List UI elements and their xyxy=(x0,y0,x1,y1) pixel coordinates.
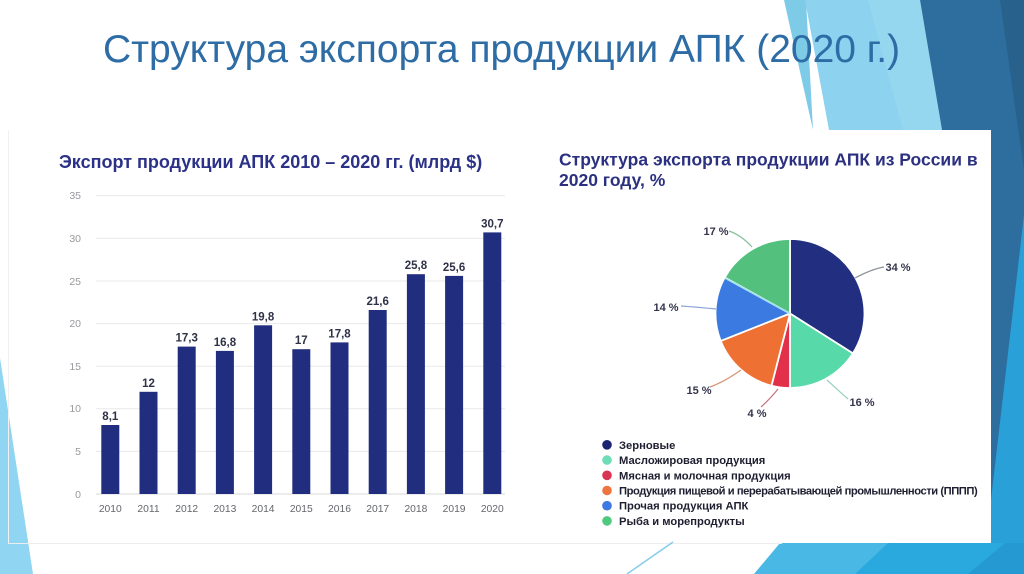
svg-text:2017: 2017 xyxy=(366,504,389,515)
svg-text:2020: 2020 xyxy=(481,504,504,515)
svg-text:15 %: 15 % xyxy=(686,385,711,397)
svg-text:Прочая продукция АПК: Прочая продукция АПК xyxy=(619,501,748,513)
svg-text:16 %: 16 % xyxy=(849,397,874,409)
svg-text:Мясная и молочная продукция: Мясная и молочная продукция xyxy=(619,470,791,482)
svg-text:2010: 2010 xyxy=(99,504,122,515)
svg-text:17 %: 17 % xyxy=(703,226,728,238)
svg-text:2019: 2019 xyxy=(443,504,466,515)
svg-text:Экспорт продукции АПК 2010 – 2: Экспорт продукции АПК 2010 – 2020 гг. (м… xyxy=(59,152,482,172)
svg-text:4 %: 4 % xyxy=(748,408,767,420)
svg-text:2018: 2018 xyxy=(404,504,427,515)
svg-text:Рыба и морепродукты: Рыба и морепродукты xyxy=(619,516,745,528)
svg-text:Масложировая продукция: Масложировая продукция xyxy=(619,455,765,467)
svg-text:2014: 2014 xyxy=(252,504,275,515)
svg-text:Структура экспорта продукции А: Структура экспорта продукции АПК (2020 г… xyxy=(103,28,900,71)
svg-text:2015: 2015 xyxy=(290,504,313,515)
svg-text:17: 17 xyxy=(295,335,308,347)
svg-text:15: 15 xyxy=(69,361,81,373)
svg-text:2020 году, %: 2020 году, % xyxy=(559,170,666,190)
svg-text:30: 30 xyxy=(69,233,81,245)
svg-text:16,8: 16,8 xyxy=(214,337,237,349)
svg-text:25,6: 25,6 xyxy=(443,262,465,274)
svg-text:25: 25 xyxy=(69,276,81,288)
svg-text:Зерновые: Зерновые xyxy=(619,440,675,452)
svg-text:14 %: 14 % xyxy=(653,302,678,314)
svg-text:2013: 2013 xyxy=(213,504,236,515)
svg-text:30,7: 30,7 xyxy=(481,218,503,230)
svg-text:20: 20 xyxy=(69,318,81,330)
svg-text:19,8: 19,8 xyxy=(252,311,275,323)
svg-text:2012: 2012 xyxy=(175,504,198,515)
svg-text:Продукция пищевой и перерабаты: Продукция пищевой и перерабатывающей про… xyxy=(619,486,978,498)
svg-text:2016: 2016 xyxy=(328,504,351,515)
svg-text:8,1: 8,1 xyxy=(102,411,119,423)
svg-text:0: 0 xyxy=(75,489,81,501)
svg-text:17,3: 17,3 xyxy=(176,333,198,345)
svg-text:5: 5 xyxy=(75,446,81,458)
svg-text:35: 35 xyxy=(69,190,81,202)
svg-text:34 %: 34 % xyxy=(885,262,910,274)
svg-text:2011: 2011 xyxy=(137,504,159,515)
svg-text:10: 10 xyxy=(69,403,81,415)
svg-text:17,8: 17,8 xyxy=(328,328,351,340)
svg-text:25,8: 25,8 xyxy=(405,260,428,272)
svg-text:12: 12 xyxy=(142,378,155,390)
svg-text:21,6: 21,6 xyxy=(367,296,389,308)
svg-text:Структура экспорта продукции А: Структура экспорта продукции АПК из Росс… xyxy=(559,150,978,170)
